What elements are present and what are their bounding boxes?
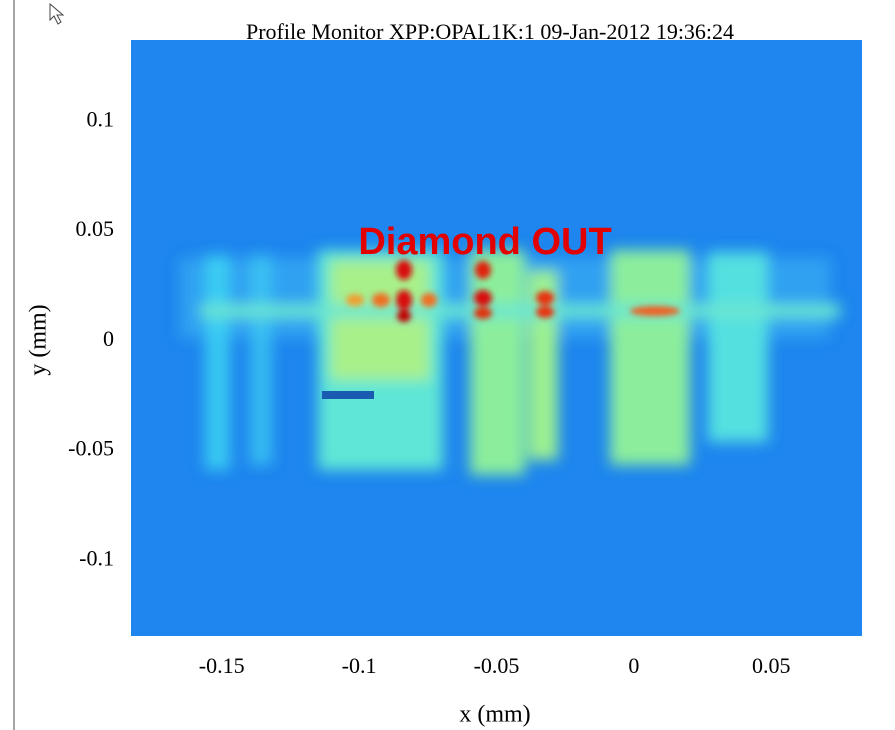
x-tick-label: 0 xyxy=(628,653,639,678)
chart-title: Profile Monitor XPP:OPAL1K:1 09-Jan-2012… xyxy=(246,19,734,44)
x-tick-label: -0.05 xyxy=(474,653,520,678)
hot-spots xyxy=(346,260,680,322)
y-tick-label: -0.1 xyxy=(79,545,114,570)
profile-image xyxy=(131,40,862,636)
y-tick-label: 0.1 xyxy=(87,106,115,131)
beam-bands xyxy=(180,250,840,475)
y-axis-label: y (mm) xyxy=(26,304,52,375)
y-tick-label: 0 xyxy=(103,326,114,351)
x-axis-label: x (mm) xyxy=(459,702,530,728)
x-tick-label: -0.15 xyxy=(199,653,245,678)
y-tick-label: 0.05 xyxy=(76,216,115,241)
artifact xyxy=(322,391,374,399)
cursor xyxy=(49,2,65,25)
y-tick-label: -0.05 xyxy=(68,436,114,461)
annotation: Diamond OUT xyxy=(358,221,611,263)
x-tick-label: -0.1 xyxy=(342,653,377,678)
x-tick-label: 0.05 xyxy=(752,653,791,678)
